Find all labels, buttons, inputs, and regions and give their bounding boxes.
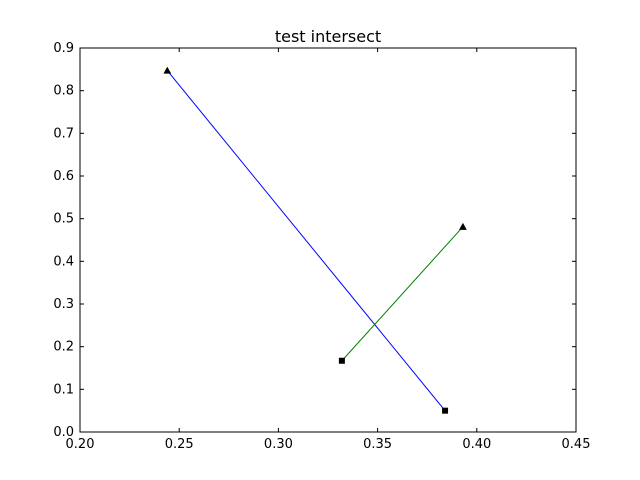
- y-tick-label: 0.9: [53, 41, 74, 56]
- y-tick-label: 0.7: [53, 126, 74, 141]
- x-tick-label: 0.20: [66, 437, 95, 452]
- ticks-layer: 0.20 0.25 0.30 0.35 0.40 0.45 0.0 0.1 0.2 0.3 0.4 0…: [53, 41, 590, 452]
- x-tick-label: 0.40: [462, 437, 491, 452]
- triangle-marker: [163, 66, 172, 74]
- square-marker: [338, 357, 345, 364]
- square-marker: [442, 407, 449, 414]
- y-tick-label: 0.2: [53, 340, 74, 355]
- chart-title: test intersect: [275, 27, 381, 46]
- triangle-marker: [458, 222, 467, 230]
- series-layer: [163, 66, 467, 414]
- plot-area: [80, 48, 576, 432]
- plot-frame: [79, 47, 577, 433]
- y-tick-label: 0.4: [53, 254, 74, 269]
- y-tick-label: 0.8: [53, 84, 74, 99]
- x-tick-label: 0.35: [363, 437, 392, 452]
- y-tick-label: 0.6: [53, 169, 74, 184]
- y-tick-label: 0.0: [53, 425, 74, 440]
- y-tick-label: 0.1: [53, 382, 74, 397]
- series-line-2: [341, 226, 464, 362]
- y-tick-label: 0.5: [53, 212, 74, 227]
- x-tick-label: 0.25: [165, 437, 194, 452]
- x-tick-label: 0.45: [562, 437, 591, 452]
- series-line-1: [166, 70, 446, 411]
- x-tick-label: 0.30: [264, 437, 293, 452]
- y-tick-label: 0.3: [53, 297, 74, 312]
